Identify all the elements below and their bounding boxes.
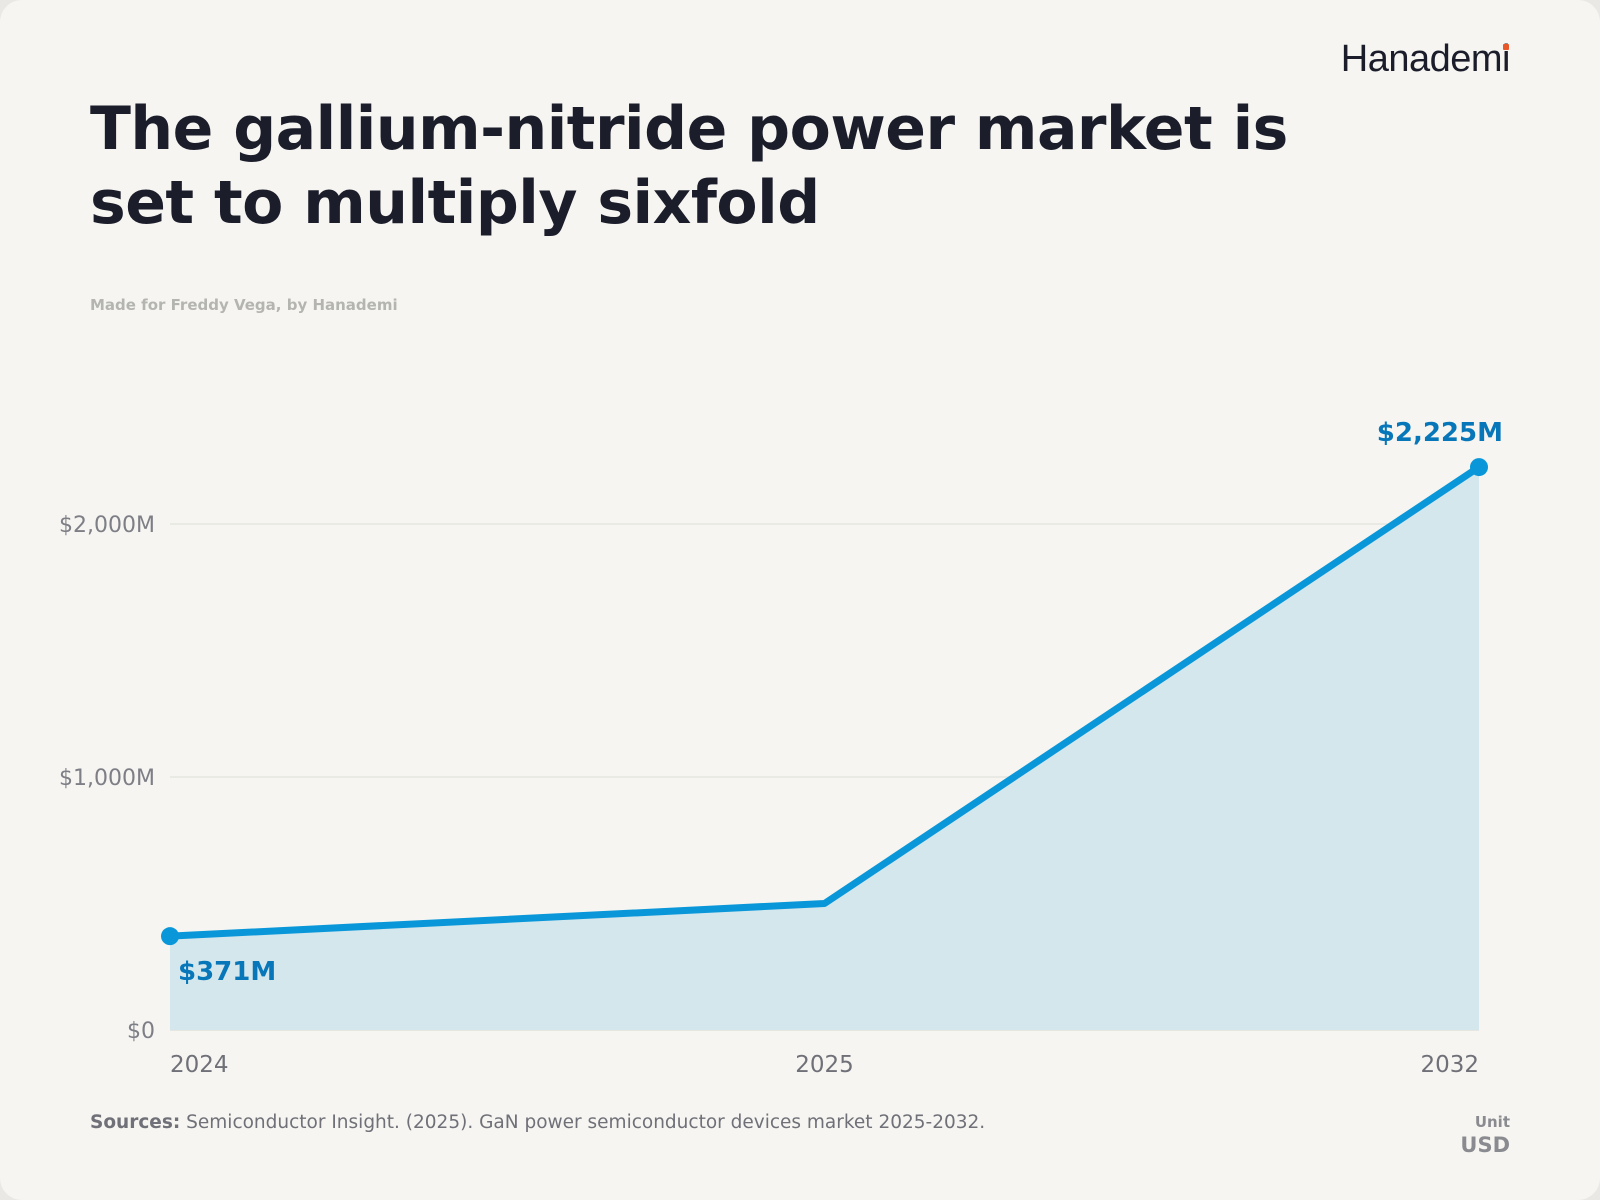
y-tick-label: $2,000M [59, 513, 155, 538]
sources-note: Sources: Semiconductor Insight. (2025). … [90, 1112, 985, 1133]
brand-logo: Hanademi [1340, 38, 1511, 81]
sources-label: Sources: [90, 1112, 181, 1133]
unit-block: Unit USD [1460, 1113, 1510, 1157]
area-fill [170, 467, 1479, 1030]
series-line [166, 463, 1483, 940]
x-tick-label: 2025 [795, 1052, 854, 1078]
data-points [161, 458, 1488, 946]
x-axis-ticks: 2024 2025 2032 [170, 1052, 1479, 1078]
data-label: $2,225M [1377, 418, 1503, 448]
x-tick-label: 2032 [1420, 1052, 1479, 1078]
brand-logo-i: i [1502, 38, 1510, 80]
unit-label: Unit [1474, 1113, 1510, 1131]
data-point [1470, 458, 1488, 477]
area-fill-layer [170, 467, 1479, 1030]
brand-logo-dot [1503, 44, 1510, 50]
x-tick-label: 2024 [170, 1052, 229, 1078]
unit-value: USD [1460, 1133, 1510, 1157]
data-label: $371M [178, 957, 276, 987]
y-tick-label: $0 [127, 1019, 155, 1044]
data-point [161, 927, 179, 946]
chart-credit: Made for Freddy Vega, by Hanademi [90, 296, 398, 314]
brand-logo-text: Hanadem [1340, 38, 1503, 80]
sources-text: Semiconductor Insight. (2025). GaN power… [186, 1112, 986, 1133]
y-axis-ticks: $0 $1,000M $2,000M [59, 513, 155, 1044]
chart-title: The gallium-nitride power market is set … [90, 94, 1288, 238]
series-line-layer [166, 463, 1483, 940]
y-tick-label: $1,000M [59, 766, 155, 791]
data-labels: $371M $2,225M [178, 418, 1503, 987]
